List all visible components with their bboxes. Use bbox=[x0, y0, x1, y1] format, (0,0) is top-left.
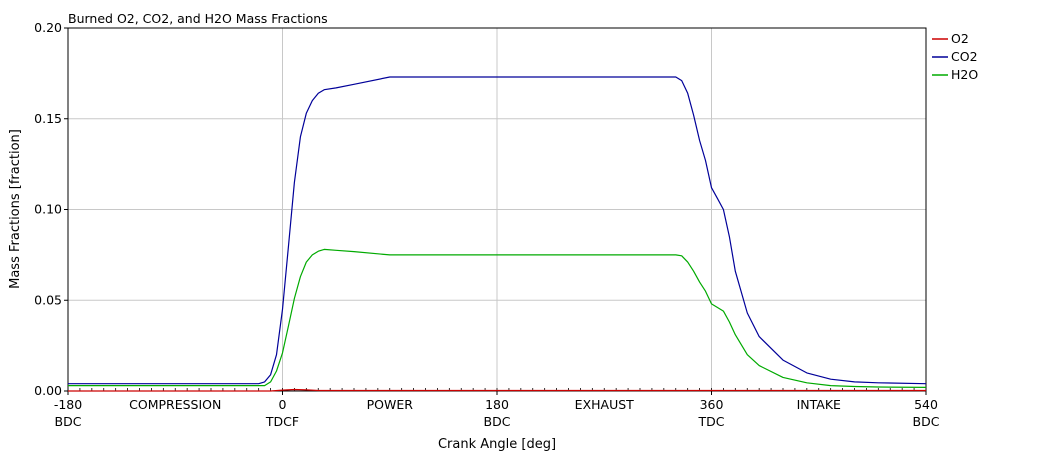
x-tick-label: 360 bbox=[700, 397, 724, 412]
series-line-co2 bbox=[68, 76, 927, 385]
x-axis-label: Crank Angle [deg] bbox=[438, 437, 556, 452]
y-axis-label: Mass Fractions [fraction] bbox=[8, 129, 23, 289]
y-tick-label: 0.05 bbox=[34, 292, 62, 307]
x-tick-sublabel: BDC bbox=[55, 414, 82, 429]
x-tick-label: 0 bbox=[279, 397, 287, 412]
legend: O2 CO2 H2O bbox=[932, 31, 978, 82]
y-tick-label: 0.00 bbox=[34, 383, 62, 398]
y-tick-label: 0.10 bbox=[34, 202, 62, 217]
legend-label: O2 bbox=[951, 31, 969, 46]
y-tick-label: 0.15 bbox=[34, 111, 62, 126]
x-tick-label: 540 bbox=[914, 397, 938, 412]
x-tick-label: 180 bbox=[485, 397, 509, 412]
phase-label: COMPRESSION bbox=[129, 397, 221, 412]
series-group bbox=[68, 76, 927, 392]
series-line-o2 bbox=[68, 388, 926, 392]
x-tick-label: -180 bbox=[54, 397, 82, 412]
x-tick-sublabel: TDCF bbox=[265, 414, 299, 429]
legend-label: CO2 bbox=[951, 49, 978, 64]
phase-label: INTAKE bbox=[797, 397, 841, 412]
x-tick-sublabel: BDC bbox=[913, 414, 940, 429]
phase-label: POWER bbox=[367, 397, 414, 412]
chart-title: Burned O2, CO2, and H2O Mass Fractions bbox=[68, 11, 328, 26]
x-tick-sublabel: TDC bbox=[698, 414, 725, 429]
legend-label: H2O bbox=[951, 67, 978, 82]
grid bbox=[68, 28, 926, 391]
phase-label: EXHAUST bbox=[575, 397, 634, 412]
y-axis: 0.00 0.05 0.10 0.15 0.20 bbox=[34, 20, 68, 398]
x-axis: -180 BDC 0 TDCF 180 BDC 360 TDC 540 BDC COMPRESSIO… bbox=[54, 388, 940, 429]
x-tick-sublabel: BDC bbox=[484, 414, 511, 429]
y-tick-label: 0.20 bbox=[34, 20, 62, 35]
series-line-h2o bbox=[68, 248, 927, 388]
